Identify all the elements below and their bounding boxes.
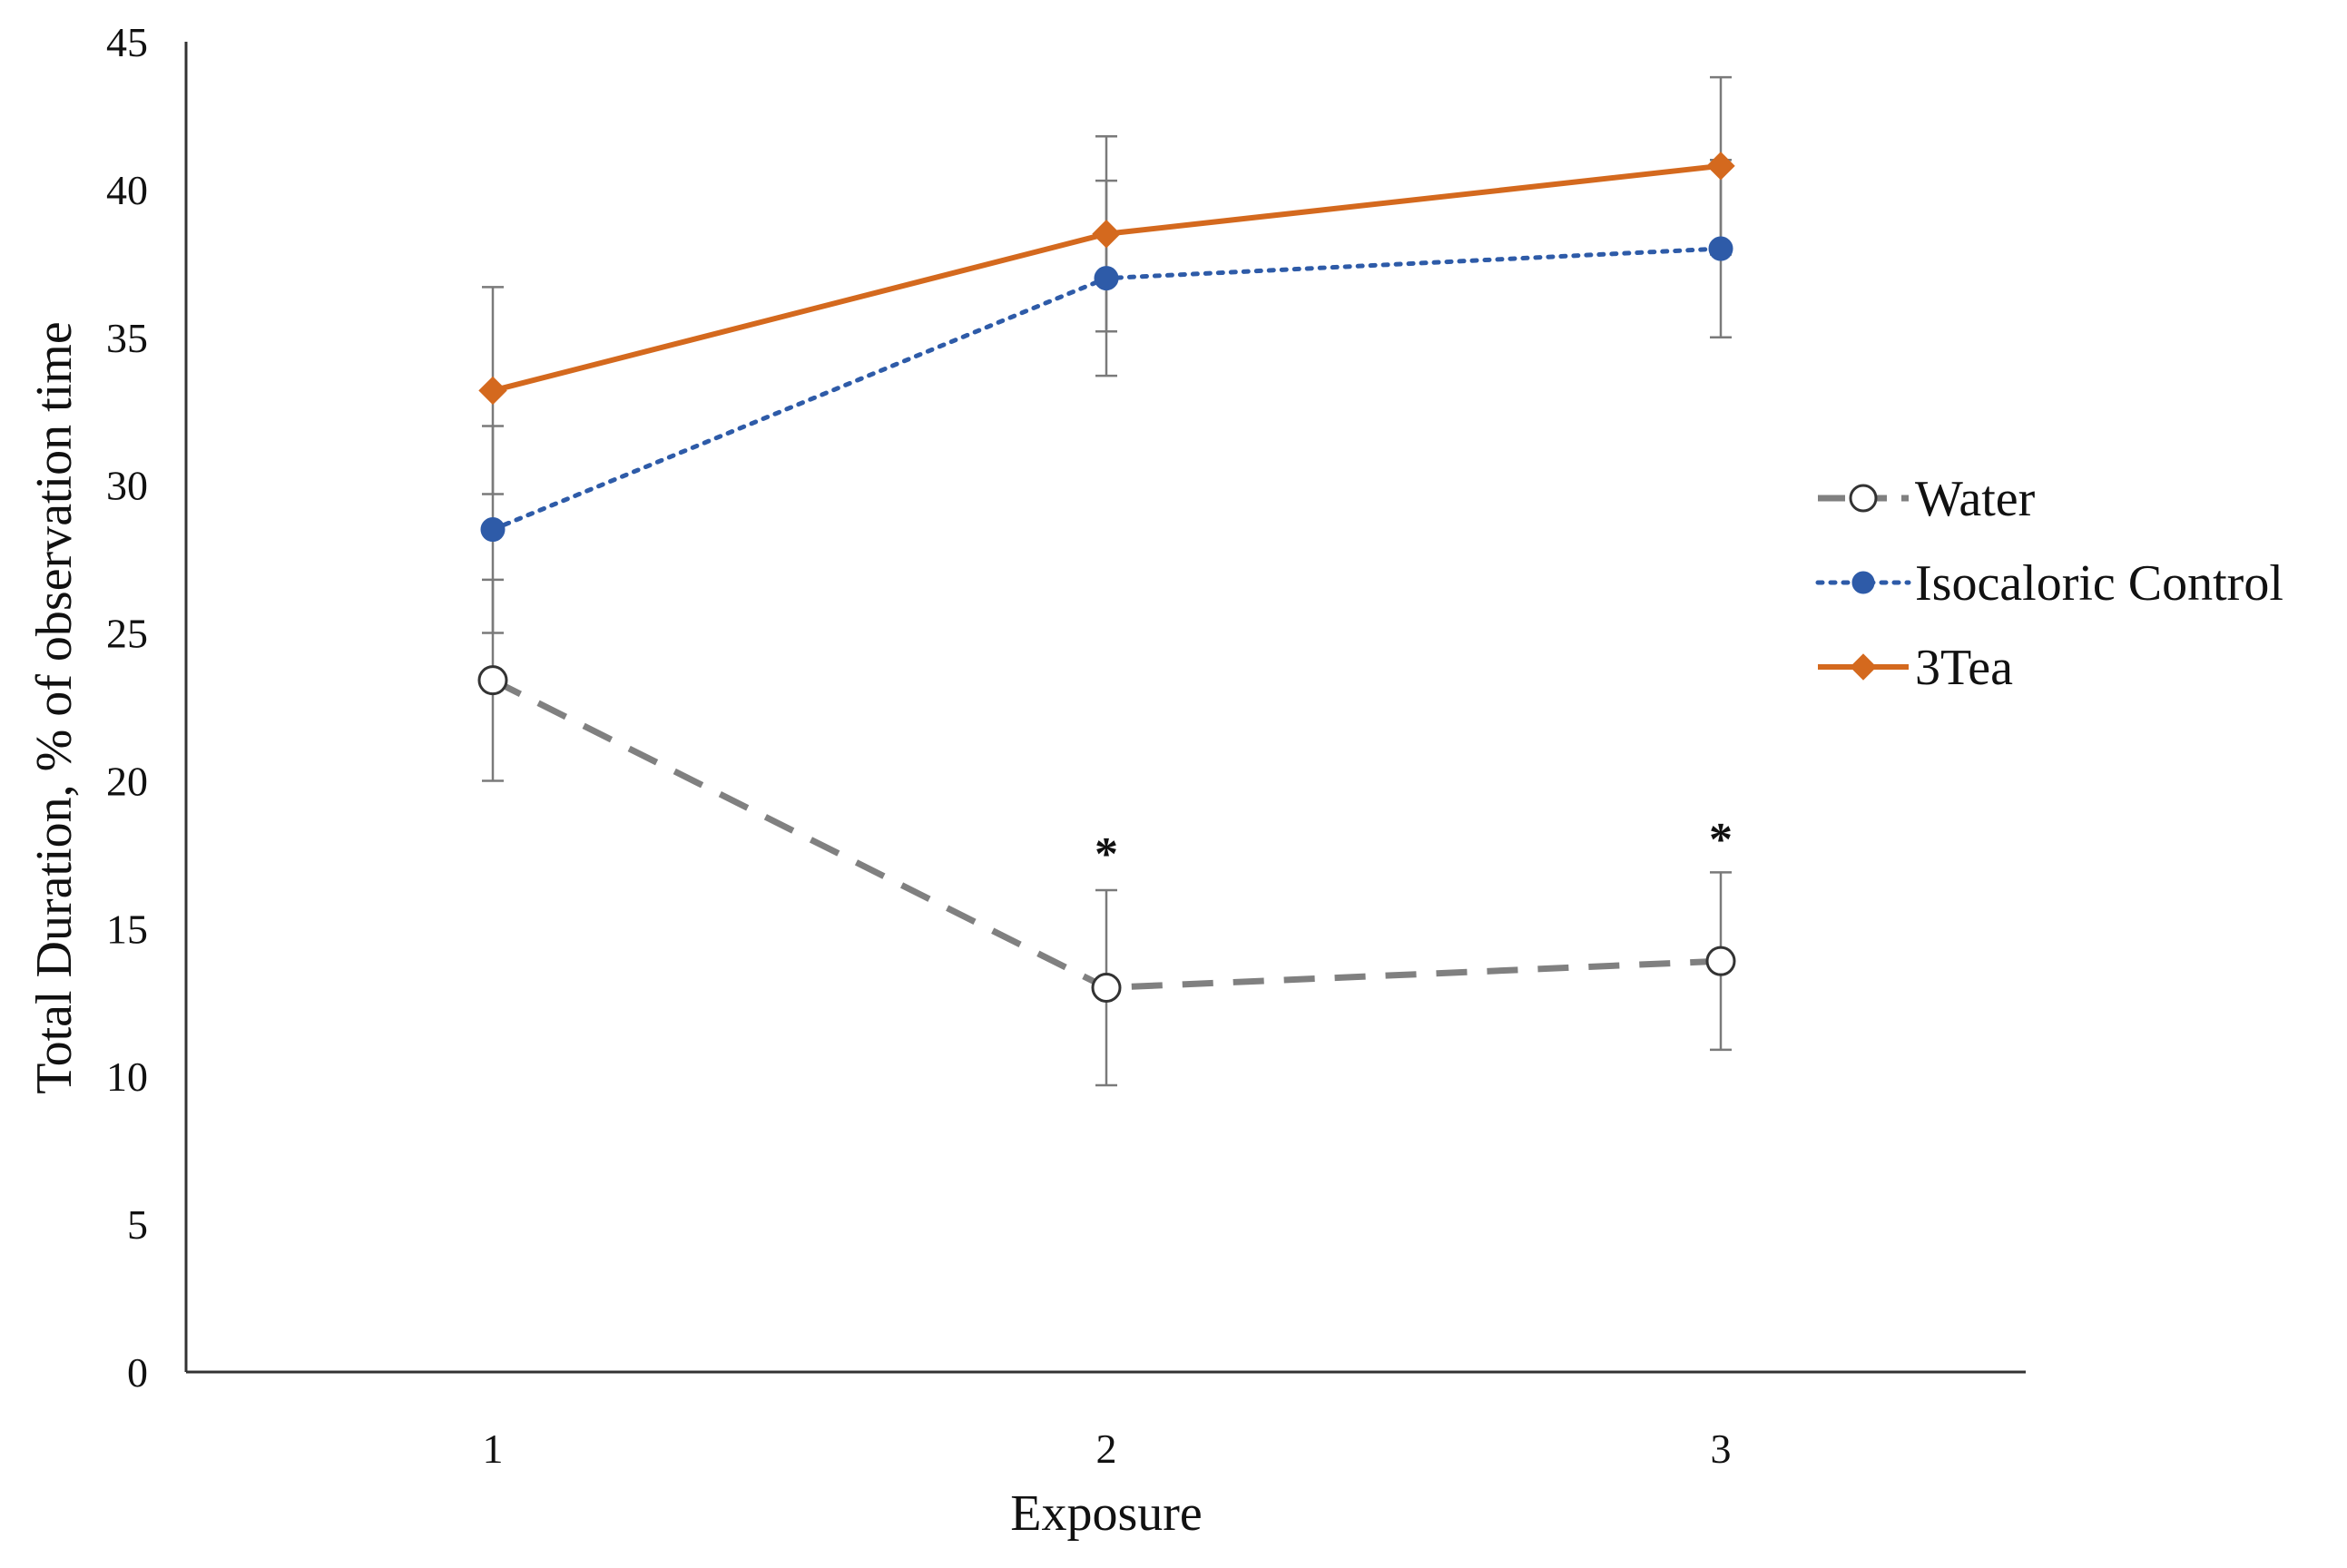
data-point [480, 517, 506, 543]
x-tick-label: 2 [1096, 1426, 1117, 1472]
y-tick-label: 20 [106, 758, 148, 804]
legend-marker [1850, 653, 1877, 681]
legend-label: Isocaloric Control [1915, 555, 2283, 612]
legend-label: Water [1915, 471, 2036, 527]
x-tick-label: 1 [483, 1426, 504, 1472]
x-tick-labels: 1 2 3 [483, 1426, 1732, 1472]
legend-marker [1849, 484, 1878, 513]
data-point [477, 665, 508, 696]
y-tick-label: 45 [106, 19, 148, 65]
y-tick-labels: 0 5 10 15 20 25 30 35 40 45 [106, 19, 148, 1396]
y-tick-label: 10 [106, 1054, 148, 1100]
y-tick-label: 30 [106, 463, 148, 509]
y-tick-label: 35 [106, 315, 148, 361]
x-axis-title: Exposure [1010, 1485, 1203, 1542]
data-point [1705, 946, 1736, 976]
data-point [1094, 266, 1119, 291]
y-tick-label: 25 [106, 611, 148, 657]
legend: Water Isocaloric Control 3Tea [1815, 471, 2283, 696]
data-point [1708, 236, 1733, 261]
data-point [1091, 972, 1122, 1003]
annotations: * * [1095, 814, 1733, 880]
x-tick-label: 3 [1711, 1426, 1732, 1472]
y-tick-label: 40 [106, 167, 148, 213]
axes [184, 42, 2026, 1374]
y-tick-label: 5 [127, 1201, 148, 1248]
legend-label: 3Tea [1915, 640, 2013, 696]
y-axis-title: Total Duration, % of observation time [26, 321, 83, 1093]
significance-marker: * [1709, 814, 1733, 866]
data-point [1092, 220, 1121, 249]
series-markers [477, 152, 1736, 1003]
data-point [1706, 152, 1735, 181]
y-tick-label: 15 [106, 906, 148, 952]
y-tick-label: 0 [127, 1349, 148, 1396]
data-point [478, 376, 507, 406]
legend-marker [1851, 571, 1875, 594]
significance-marker: * [1095, 828, 1118, 880]
